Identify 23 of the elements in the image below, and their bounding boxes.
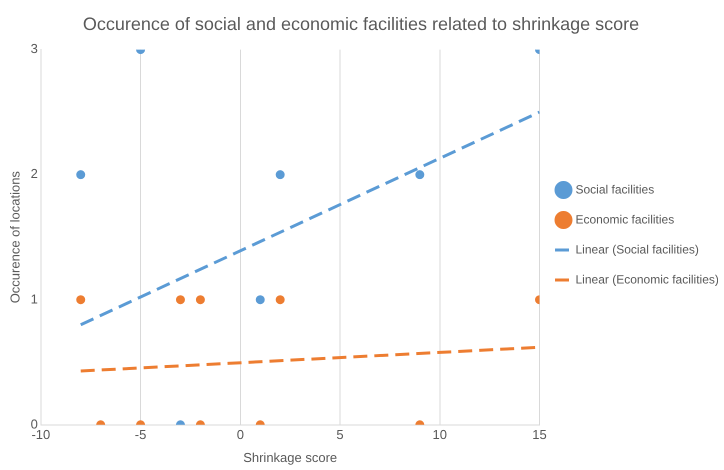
x-tick-label: 15 (532, 427, 547, 442)
x-tick-label: 5 (336, 427, 344, 442)
y-tick-label: 3 (30, 41, 38, 56)
chart-title: Occurence of social and economic facilities related to shrinkage score (82, 14, 640, 34)
x-tick-label: -5 (134, 427, 146, 442)
point (176, 295, 185, 304)
legend-label: Economic facilities (576, 212, 674, 226)
point (76, 170, 86, 180)
x-axis-title: Shrinkage score (243, 450, 338, 465)
legend-label: Linear (Social facilities) (576, 242, 699, 256)
legend-label: Social facilities (576, 182, 654, 196)
point (256, 295, 265, 304)
x-tick-label: 0 (236, 427, 244, 442)
y-tick-label: 2 (30, 166, 38, 182)
x-tick-label: 10 (432, 427, 447, 442)
y-tick-label: 1 (30, 291, 38, 306)
point (276, 170, 285, 180)
point (196, 295, 205, 304)
point (276, 295, 285, 304)
y-axis-title: Occurence of locations (7, 170, 22, 304)
legend-label: Linear (Economic facilities) (576, 272, 719, 286)
point (76, 295, 86, 304)
point (415, 170, 424, 180)
